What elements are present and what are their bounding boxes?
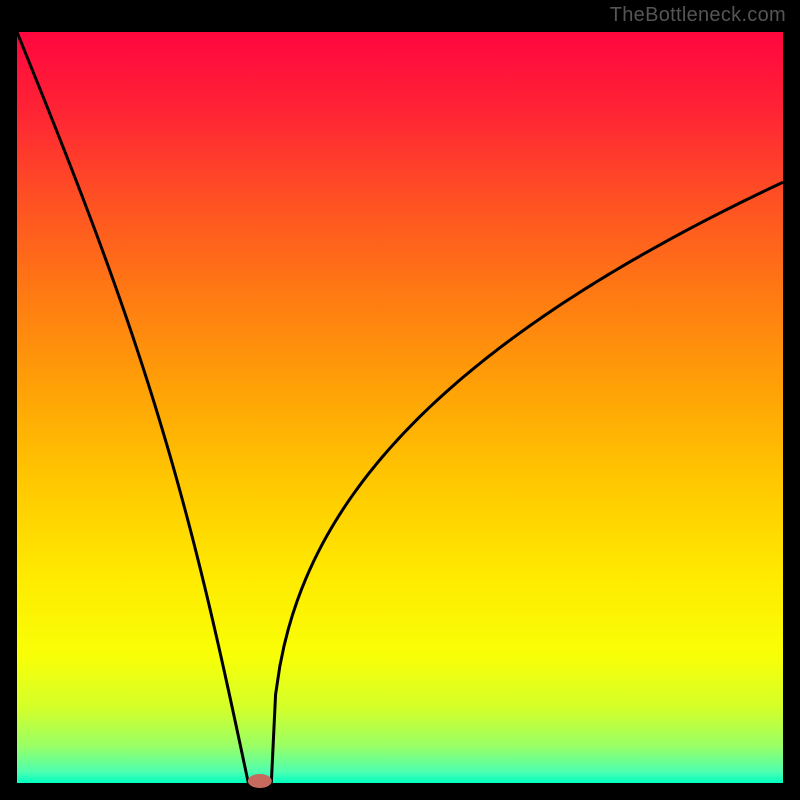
bottleneck-chart: TheBottleneck.com	[0, 0, 800, 800]
watermark-text: TheBottleneck.com	[610, 4, 786, 27]
minimum-marker	[248, 774, 272, 788]
plot-area	[17, 32, 783, 783]
chart-svg	[0, 0, 800, 800]
